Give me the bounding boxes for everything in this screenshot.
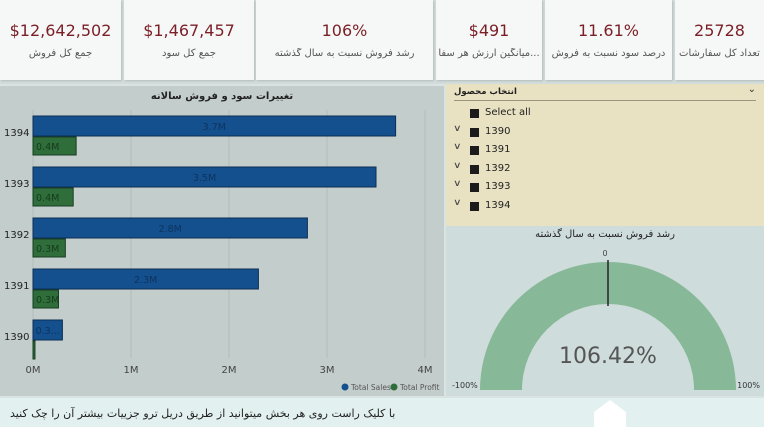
kpi-label: جمع کل سود: [162, 48, 216, 59]
profit-data-label: 0.3M: [36, 295, 59, 306]
kpi-card-total-sales[interactable]: $12,642,502 جمع کل فروش: [0, 0, 121, 80]
kpi-value: $12,642,502: [9, 21, 112, 40]
chart-title: تغییرات سود و فروش سالانه: [150, 91, 294, 102]
y-category-label: 1390: [4, 332, 29, 343]
x-tick-label: 0M: [26, 365, 41, 376]
footer-text: با کلیک راست روی هر بخش میتوانید از طریق…: [10, 407, 396, 420]
growth-gauge[interactable]: رشد فروش نسبت به سال گذشته 0 106.42% -100%…: [446, 226, 764, 396]
kpi-card-profit-margin[interactable]: 11.61% درصد سود نسبت به فروش: [545, 0, 672, 80]
bar-chart-canvas: 0M 1M 2M 3M 4M 1394 3.7M 0.4M 1393 3.5M 0.4M 1392 2.…: [4, 110, 440, 392]
kpi-card-total-profit[interactable]: $1,467,457 جمع کل سود: [124, 0, 254, 80]
kpi-card-sales-growth[interactable]: 106% رشد فروش نسبت به سال گذشته: [256, 0, 433, 80]
profit-data-label: 0.3M: [36, 244, 59, 255]
kpi-card-avg-order-value[interactable]: $491 میانگین ارزش هر سفا...: [436, 0, 542, 80]
gauge-max-label: 100%: [737, 381, 760, 390]
gauge-canvas: 0 106.42% -100% 100%: [452, 249, 760, 390]
y-category-label: 1393: [4, 179, 29, 190]
checkbox[interactable]: [470, 201, 479, 211]
slicer-item-label: 1390: [485, 125, 511, 137]
checkbox[interactable]: [470, 127, 479, 137]
expand-chevron-icon[interactable]: ∨: [453, 160, 462, 171]
profit-bar: [32, 187, 74, 207]
kpi-label: جمع کل فروش: [28, 48, 93, 59]
gauge-target-label: 0: [602, 249, 607, 258]
checkbox[interactable]: [470, 109, 479, 118]
sales-profit-bar-chart[interactable]: تغییرات سود و فروش سالانه 0M 1M 2M 3M 4M 1394…: [0, 86, 444, 396]
checkbox[interactable]: [470, 164, 479, 174]
profit-bar: [32, 289, 59, 309]
y-category-label: 1392: [4, 230, 29, 241]
kpi-value: 11.61%: [577, 21, 639, 40]
kpi-card-order-count[interactable]: 25728 تعداد کل سفارشات: [675, 0, 764, 80]
kpi-value: $1,467,457: [143, 21, 235, 40]
sales-data-label: 0.3...: [36, 326, 60, 337]
kpi-value: $491: [468, 21, 510, 40]
kpi-value: 25728: [694, 21, 745, 40]
gauge-title: رشد فروش نسبت به سال گذشته: [535, 229, 675, 240]
x-tick-label: 4M: [418, 365, 433, 376]
kpi-label: تعداد کل سفارشات: [679, 48, 760, 59]
x-tick-label: 2M: [222, 365, 237, 376]
slicer-title: انتخاب محصول: [454, 87, 517, 97]
x-tick-label: 1M: [124, 365, 139, 376]
footer-hint: با کلیک راست روی هر بخش میتوانید از طریق…: [0, 398, 764, 427]
sales-bar: [32, 268, 259, 290]
kpi-label: رشد فروش نسبت به سال گذشته: [274, 48, 415, 59]
checkbox[interactable]: [470, 183, 479, 192]
sales-bar: [32, 115, 397, 137]
sales-data-label: 3.7M: [203, 122, 226, 133]
chevron-down-icon[interactable]: ⌄: [747, 84, 756, 95]
sales-data-label: 2.3M: [134, 275, 157, 286]
y-category-label: 1391: [4, 281, 29, 292]
expand-chevron-icon[interactable]: ∨: [453, 142, 462, 152]
kpi-label: درصد سود نسبت به فروش: [551, 48, 666, 59]
sales-bar: [32, 319, 63, 341]
slicer-header[interactable]: انتخاب محصول ⌄: [454, 84, 756, 101]
slicer-item-label: 1394: [485, 199, 511, 211]
profit-bar: [32, 340, 36, 360]
slicer-item-label: 1391: [485, 144, 511, 155]
slicer-item-label: Select all: [485, 107, 531, 118]
product-slicer[interactable]: انتخاب محصول ⌄ Select all ∨ 1390 ∨ 1391 ∨ 1392…: [446, 84, 764, 226]
sales-bar: [32, 166, 377, 188]
expand-chevron-icon[interactable]: ∨: [453, 179, 462, 189]
kpi-label: میانگین ارزش هر سفا...: [438, 48, 540, 59]
legend-marker: [341, 383, 349, 391]
footer-tab-shape: [594, 400, 626, 427]
legend-label: Total Sales: [350, 383, 391, 392]
expand-chevron-icon[interactable]: ∨: [453, 197, 462, 208]
expand-chevron-icon[interactable]: ∨: [453, 123, 462, 134]
gauge-arc: [480, 262, 736, 390]
gauge-value-label: 106.42%: [559, 344, 657, 369]
slicer-item-label: 1393: [485, 181, 511, 192]
profit-data-label: 0.4M: [36, 142, 59, 153]
kpi-value: 106%: [321, 21, 368, 40]
slicer-item-label: 1392: [485, 162, 511, 174]
sales-data-label: 3.5M: [193, 173, 216, 184]
legend-marker: [390, 383, 398, 391]
sales-data-label: 2.8M: [159, 224, 182, 235]
legend-label: Total Profit: [399, 383, 440, 392]
gauge-min-label: -100%: [452, 381, 478, 390]
sales-bar: [32, 217, 308, 239]
profit-data-label: 0.4M: [36, 193, 59, 204]
profit-bar: [32, 238, 66, 258]
x-tick-label: 3M: [320, 365, 335, 376]
profit-bar: [32, 136, 77, 156]
y-category-label: 1394: [4, 128, 29, 139]
checkbox[interactable]: [470, 146, 479, 155]
